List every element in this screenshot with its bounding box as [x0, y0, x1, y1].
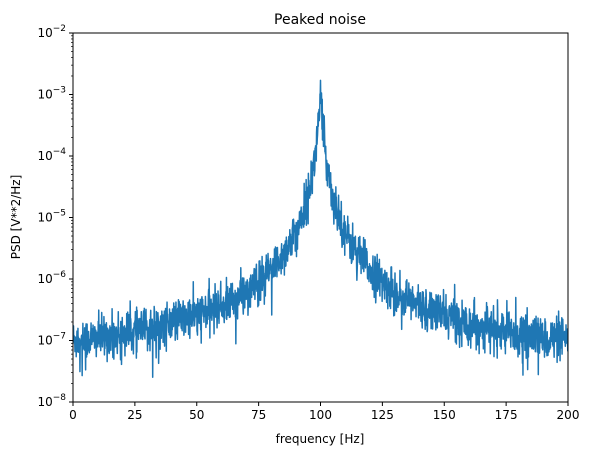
x-tick-label: 75 [251, 408, 266, 422]
y-tick-base: 10 [37, 88, 52, 102]
series-layer [73, 79, 568, 379]
y-tick-exponent: −4 [53, 147, 67, 157]
y-tick-exponent: −7 [53, 332, 66, 342]
y-tick-base: 10 [37, 334, 52, 348]
x-tick-label: 175 [495, 408, 518, 422]
y-tick-exponent: −6 [53, 270, 67, 280]
y-tick-base: 10 [37, 149, 52, 163]
chart-title: Peaked noise [274, 12, 366, 28]
y-axis-label: PSD [V**2/Hz] [9, 175, 23, 259]
y-tick-exponent: −3 [53, 86, 66, 96]
y-tick-exponent: −8 [53, 393, 67, 403]
psd-series-line [73, 79, 568, 379]
x-tick-label: 25 [127, 408, 142, 422]
y-tick-label: 10−7 [37, 332, 66, 348]
x-tick-label: 200 [557, 408, 580, 422]
y-tick-base: 10 [37, 211, 52, 225]
y-tick-label: 10−3 [37, 86, 66, 102]
y-tick-label: 10−8 [37, 393, 66, 409]
y-tick-label: 10−5 [37, 209, 66, 225]
y-axis: 10−810−710−610−510−410−310−2 [37, 24, 73, 409]
y-tick-exponent: −2 [53, 24, 66, 34]
x-tick-label: 50 [189, 408, 204, 422]
y-tick-exponent: −5 [53, 209, 66, 219]
x-tick-label: 125 [371, 408, 394, 422]
y-tick-base: 10 [37, 26, 52, 40]
x-tick-label: 100 [309, 408, 332, 422]
y-tick-label: 10−2 [37, 24, 66, 40]
x-axis: 0 25 50 75 100 125 150 175 200 [69, 402, 579, 422]
y-tick-base: 10 [37, 272, 52, 286]
x-tick-label: 150 [433, 408, 456, 422]
x-tick-label: 0 [69, 408, 77, 422]
y-tick-base: 10 [37, 395, 52, 409]
y-tick-label: 10−6 [37, 270, 66, 286]
y-tick-label: 10−4 [37, 147, 66, 163]
x-axis-label: frequency [Hz] [276, 432, 365, 446]
